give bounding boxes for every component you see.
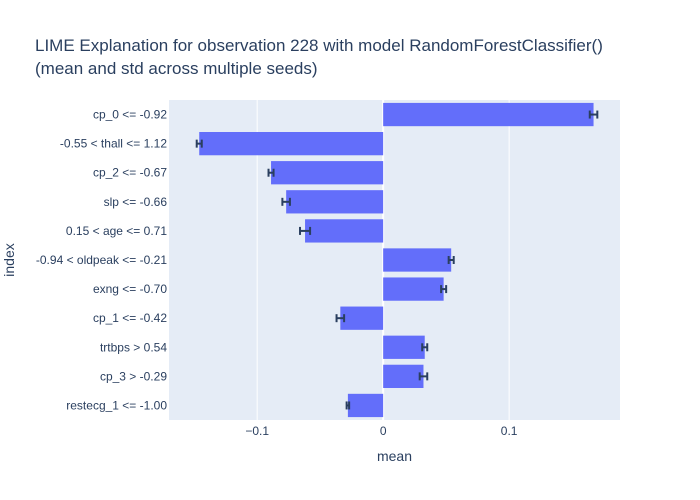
bar: [383, 364, 424, 388]
chart-title-line1: LIME Explanation for observation 228 wit…: [35, 36, 603, 55]
error-bars: [195, 110, 599, 410]
error-bar: [588, 110, 599, 119]
bar: [286, 190, 384, 214]
error-bar: [345, 401, 351, 410]
y-tick-label: 0.15 < age <= 0.71: [66, 224, 167, 238]
y-tick-label: -0.94 < oldpeak <= -0.21: [36, 253, 167, 267]
bars: [199, 102, 594, 418]
chart-title: LIME Explanation for observation 228 wit…: [35, 34, 603, 80]
x-axis-title: mean: [377, 448, 412, 464]
error-bar: [299, 226, 312, 235]
y-tick-labels: cp_0 <= -0.92 -0.55 < thall <= 1.12 cp_2 <…: [36, 108, 167, 413]
chart-title-line2: (mean and std across multiple seeds): [35, 59, 318, 78]
y-tick-label: exng <= -0.70: [93, 282, 167, 296]
bar: [347, 393, 384, 418]
y-tick-label: -0.55 < thall <= 1.12: [60, 137, 167, 151]
error-bar: [440, 285, 448, 294]
error-bar: [447, 256, 455, 264]
bar: [383, 335, 425, 359]
y-tick-label: cp_1 <= -0.42: [93, 311, 167, 325]
bar: [383, 277, 444, 301]
bar: [383, 248, 452, 272]
error-bar: [281, 197, 291, 206]
bar: [383, 102, 594, 127]
y-tick-label: cp_2 <= -0.67: [93, 166, 167, 180]
y-tick-label: cp_0 <= -0.92: [93, 108, 167, 122]
x-tick-labels: −0.1 0 0.1: [245, 424, 517, 438]
y-tick-label: slp <= -0.66: [104, 195, 168, 209]
error-bar: [335, 314, 346, 323]
bar: [340, 306, 384, 330]
x-tick-label: 0.1: [501, 424, 518, 438]
x-tick-label: −0.1: [245, 424, 269, 438]
y-axis-title: index: [1, 243, 17, 276]
bar: [199, 132, 384, 156]
error-bar: [418, 372, 429, 381]
bar: [271, 161, 384, 185]
y-tick-label: cp_3 > -0.29: [100, 369, 167, 383]
x-tick-label: 0: [380, 424, 387, 438]
error-bar: [421, 343, 429, 352]
error-bar: [195, 139, 203, 148]
y-tick-label: trtbps > 0.54: [100, 340, 167, 354]
bar: [305, 219, 384, 243]
y-tick-label: restecg_1 <= -1.00: [66, 398, 167, 412]
error-bar: [267, 168, 275, 177]
